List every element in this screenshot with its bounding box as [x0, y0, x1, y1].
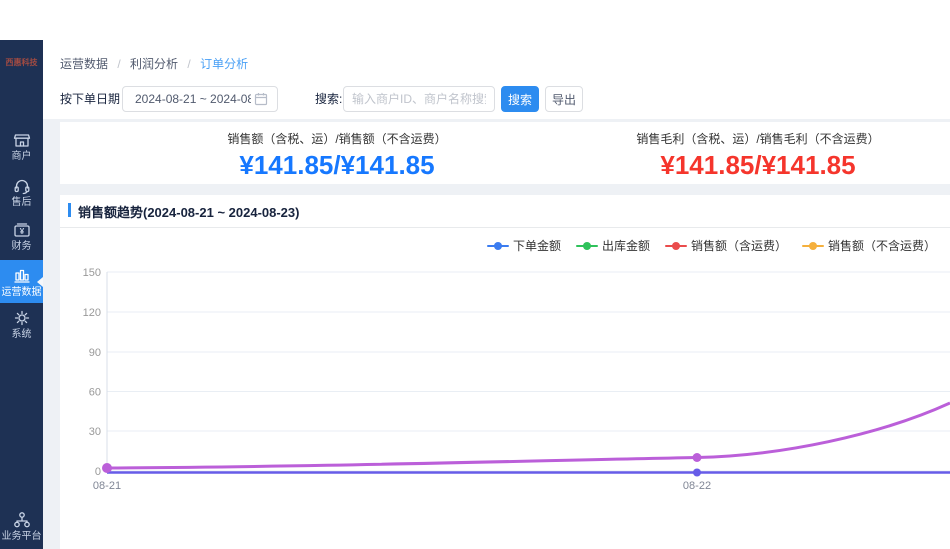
filter-bar: 按下单日期 搜索: 搜索 导出 — [43, 86, 950, 112]
gear-icon — [12, 308, 32, 328]
line-chart: 150 120 90 60 30 0 08-21 08-22 — [83, 267, 950, 492]
data-point-actual-cost-0822 — [693, 468, 701, 477]
date-range-input[interactable] — [122, 86, 278, 112]
stat-label: 销售额（含税、运）/销售额（不含运费） — [227, 132, 447, 146]
finance-card-icon: ¥ — [12, 220, 32, 240]
sidebar-item-label: 售后 — [11, 197, 32, 208]
bar-chart-icon — [12, 266, 32, 286]
x-tick: 08-22 — [683, 480, 711, 492]
data-point-gross-profit-0821 — [102, 463, 112, 473]
legend-marker — [576, 240, 599, 252]
legend-item-sales-excl-shipping[interactable]: 销售额（不含运费） — [802, 237, 936, 254]
search-button[interactable]: 搜索 — [501, 86, 539, 112]
breadcrumb-profit-analysis[interactable]: 利润分析 — [130, 57, 179, 71]
legend-marker — [487, 240, 509, 252]
storefront-icon — [12, 130, 32, 150]
stats-card: 销售额（含税、运）/销售额（不含运费） ¥141.85/¥141.85 销售毛利… — [60, 122, 950, 184]
search-label: 搜索: — [315, 92, 343, 106]
legend-item-sales-incl-shipping[interactable]: 销售额（含运费） — [665, 237, 787, 254]
x-tick: 08-21 — [93, 480, 121, 492]
active-item-notch — [37, 276, 43, 287]
sales-trend-chart-card: 销售额趋势(2024-08-21 ~ 2024-08-23) 下单金额 出库金额… — [60, 195, 950, 549]
stat-sales-amount: 销售额（含税、运）/销售额（不含运费） ¥141.85/¥141.85 — [227, 130, 446, 181]
sidebar-item-merchant[interactable]: 商户 — [0, 130, 43, 163]
chart-legend: 下单金额 出库金额 销售额（含运费） 销售额（不含运费） 实际成本 销售毛利 — [487, 237, 950, 254]
title-divider — [60, 227, 950, 228]
breadcrumb-operations-data[interactable]: 运营数据 — [60, 57, 109, 71]
svg-text:¥: ¥ — [19, 227, 24, 236]
sidebar: 西惠科技 商户 售后 ¥ 财务 运营数据 — [0, 40, 43, 549]
sidebar-item-label: 业务平台 — [1, 531, 42, 542]
breadcrumb-separator: / — [117, 57, 121, 71]
stat-gross-profit: 销售毛利（含税、运）/销售毛利（不含运费） ¥141.85/¥141.85 — [636, 130, 879, 181]
sidebar-item-operations-data[interactable]: 运营数据 — [0, 260, 43, 303]
legend-marker — [802, 240, 825, 252]
headset-icon — [12, 176, 32, 196]
y-tick: 90 — [89, 347, 101, 359]
breadcrumb-order-analysis: 订单分析 — [200, 57, 249, 71]
series-line-gross-profit — [106, 401, 950, 470]
sidebar-item-finance[interactable]: ¥ 财务 — [0, 220, 43, 253]
sidebar-item-label: 运营数据 — [1, 287, 42, 298]
legend-item-outbound-amount[interactable]: 出库金额 — [576, 237, 650, 254]
y-tick: 0 — [95, 466, 101, 478]
app-logo: 西惠科技 — [5, 58, 38, 67]
breadcrumb-separator: / — [187, 57, 191, 71]
y-tick: 120 — [83, 307, 101, 319]
sidebar-item-aftersales[interactable]: 售后 — [0, 176, 43, 209]
stat-label: 销售毛利（含税、运）/销售毛利（不含运费） — [636, 132, 880, 146]
org-chart-icon — [12, 510, 32, 530]
sidebar-item-system[interactable]: 系统 — [0, 308, 43, 341]
sidebar-item-label: 商户 — [11, 151, 32, 162]
header-card: 运营数据 / 利润分析 / 订单分析 按下单日期 搜索: 搜索 导出 — [43, 40, 950, 119]
stat-value: ¥141.85/¥141.85 — [660, 150, 856, 180]
title-accent-bar — [68, 203, 71, 217]
search-input[interactable] — [343, 86, 495, 112]
sidebar-item-label: 财务 — [11, 241, 32, 252]
data-point-gross-profit-0822 — [692, 453, 702, 462]
breadcrumb: 运营数据 / 利润分析 / 订单分析 — [60, 55, 254, 72]
chart-title: 销售额趋势(2024-08-21 ~ 2024-08-23) — [78, 205, 300, 220]
date-mode-label: 按下单日期 — [60, 92, 121, 106]
top-bar — [0, 0, 950, 40]
sidebar-item-label: 系统 — [11, 329, 32, 340]
sidebar-item-business-platform[interactable]: 业务平台 — [0, 510, 43, 543]
export-button[interactable]: 导出 — [545, 86, 583, 112]
legend-item-order-amount[interactable]: 下单金额 — [487, 237, 561, 254]
calendar-icon — [254, 92, 268, 106]
y-tick: 150 — [83, 267, 101, 279]
chart-plot-area[interactable]: 150 120 90 60 30 0 08-21 08-22 — [60, 240, 950, 540]
y-tick: 60 — [89, 387, 101, 399]
stat-value: ¥141.85/¥141.85 — [239, 150, 435, 180]
y-tick: 30 — [89, 426, 101, 438]
legend-marker — [665, 240, 688, 252]
